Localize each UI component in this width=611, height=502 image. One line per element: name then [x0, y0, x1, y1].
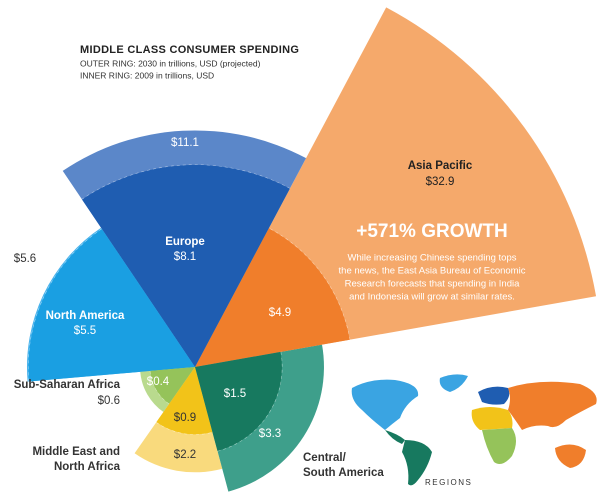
inner-wedge: [150, 367, 195, 404]
inner-wedge: [195, 228, 350, 367]
map-australia: [555, 444, 586, 468]
inner-value-label: $8.1: [174, 251, 196, 263]
map-asia: [508, 381, 597, 430]
annotation-headline: +571% GROWTH: [356, 221, 508, 242]
inner-wedge: [82, 164, 290, 367]
outer-value-label: $3.3: [259, 428, 281, 440]
map-central-america: [385, 430, 405, 444]
ring-divider: [149, 370, 170, 405]
inner-value-label: $5.5: [74, 325, 96, 337]
region-name: Sub-Saharan Africa: [14, 379, 121, 391]
map-europe: [478, 386, 510, 405]
map-north-america: [351, 379, 419, 430]
outer-value-label: $2.2: [174, 449, 196, 461]
region-name: North America: [46, 310, 125, 322]
map-south-america: [402, 440, 432, 486]
outer-value-label: $5.6: [14, 253, 36, 265]
region-map: REGIONS: [351, 374, 597, 487]
map-mena: [471, 407, 513, 430]
region-name: North Africa: [54, 461, 121, 473]
subtitle: OUTER RING: 2030 in trillions, USD (proj…: [80, 58, 261, 68]
region-name: Central/: [303, 452, 347, 464]
outer-value-label: $11.1: [171, 137, 199, 149]
annotation-text: Research forecasts that spending in Indi…: [345, 279, 521, 290]
region-name: Middle East and: [32, 446, 120, 458]
outer-value-label: $32.9: [426, 176, 455, 188]
map-subsaharan: [482, 428, 516, 464]
map-label: REGIONS: [425, 478, 472, 487]
wedges: [26, 7, 597, 492]
chart-title: MIDDLE CLASS CONSUMER SPENDING: [80, 44, 299, 56]
region-name: Europe: [165, 236, 205, 248]
inner-wedge: [156, 367, 213, 435]
inner-value-label: $4.9: [269, 307, 291, 319]
inner-value-label: $1.5: [224, 388, 246, 400]
subtitle: INNER RING: 2009 in trillions, USD: [80, 70, 214, 80]
inner-wedge: [28, 228, 195, 382]
region-name: South America: [303, 467, 384, 479]
labels: Asia Pacific $32.9 $4.9 Europe $11.1 $8.1 Nort…: [14, 137, 526, 479]
outer-value-label: $0.6: [98, 395, 120, 407]
map-greenland: [439, 374, 468, 392]
annotation-text: While increasing Chinese spending tops: [348, 253, 517, 264]
inner-wedge: [195, 351, 282, 451]
annotation-text: and Indonesia will grow at similar rates…: [349, 292, 515, 303]
region-name: Asia Pacific: [408, 160, 473, 172]
inner-value-label: $0.9: [174, 412, 196, 424]
annotation-text: the news, the East Asia Bureau of Econom…: [339, 266, 526, 277]
inner-value-label: $0.4: [147, 376, 170, 388]
